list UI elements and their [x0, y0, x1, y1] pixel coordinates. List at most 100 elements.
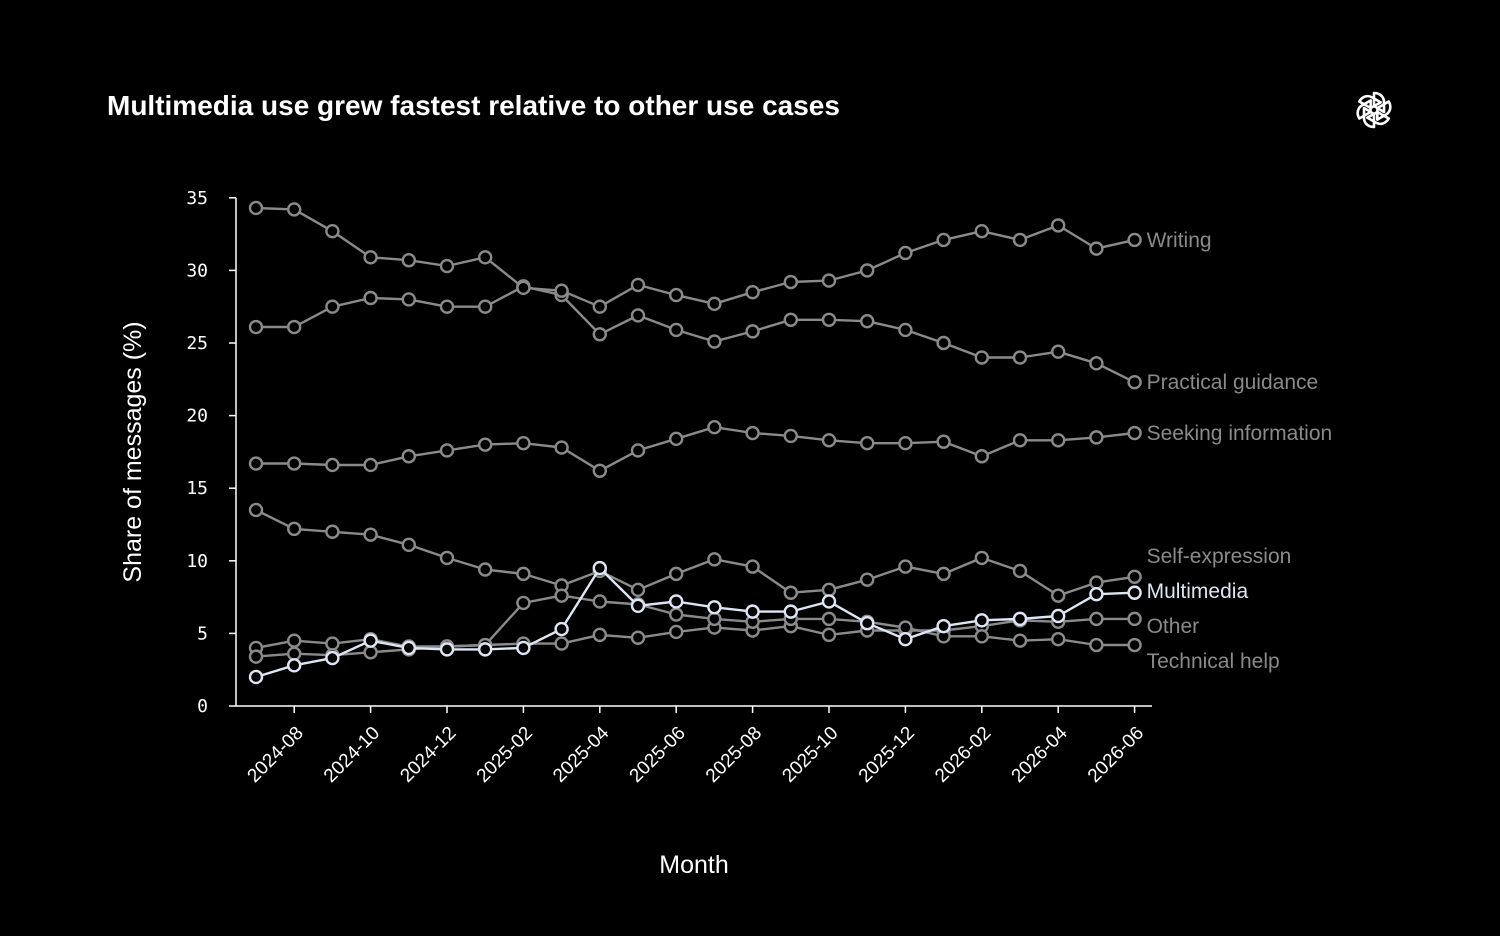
- series-label-other: Other: [1147, 615, 1200, 638]
- data-point: [936, 232, 951, 248]
- x-axis-label: Month: [659, 851, 728, 879]
- y-tick-label: 30: [186, 260, 208, 281]
- data-point: [363, 645, 378, 660]
- data-point: [363, 250, 378, 265]
- data-point: [1127, 611, 1142, 627]
- data-point: [898, 245, 913, 261]
- data-point: [783, 428, 798, 444]
- data-point: [630, 582, 646, 598]
- data-point: [363, 633, 378, 648]
- data-point: [478, 437, 493, 452]
- data-point: [554, 440, 569, 455]
- data-point: [287, 633, 302, 648]
- data-point: [516, 435, 531, 451]
- data-point: [478, 250, 493, 265]
- data-point: [592, 299, 607, 314]
- y-tick-label: 15: [186, 478, 208, 499]
- data-point: [745, 604, 760, 619]
- data-point: [1012, 563, 1028, 579]
- data-point: [401, 640, 416, 656]
- y-tick-label: 20: [186, 406, 208, 427]
- data-point: [325, 650, 340, 666]
- data-point: [936, 566, 951, 582]
- series-label-multimedia: Multimedia: [1147, 580, 1249, 603]
- data-point: [974, 550, 989, 566]
- y-tick-label: 0: [197, 696, 208, 717]
- data-point: [1050, 344, 1066, 359]
- data-point: [669, 322, 684, 338]
- data-point: [401, 449, 416, 464]
- data-point: [1050, 608, 1066, 624]
- data-point: [1050, 588, 1066, 603]
- data-point: [783, 274, 798, 290]
- series-line-practical-guidance: [256, 285, 1136, 384]
- data-point: [630, 443, 646, 458]
- data-point: [287, 319, 302, 335]
- x-tick-label: 2025-04: [549, 722, 613, 786]
- data-point: [439, 258, 455, 274]
- data-point: [1050, 632, 1066, 647]
- data-point: [1127, 425, 1142, 441]
- data-point: [974, 629, 989, 644]
- data-point: [363, 290, 378, 306]
- data-point: [974, 449, 989, 464]
- data-point: [669, 287, 684, 303]
- data-point: [669, 431, 684, 447]
- series-label-technical-help: Technical help: [1147, 650, 1280, 673]
- data-point: [821, 433, 837, 448]
- data-point: [936, 618, 951, 634]
- data-point: [707, 334, 722, 349]
- chart-title: Multimedia use grew fastest relative to …: [107, 90, 840, 121]
- data-point: [363, 527, 378, 542]
- data-point: [630, 630, 646, 645]
- data-point: [554, 283, 569, 298]
- data-point: [860, 435, 875, 451]
- data-point: [401, 537, 416, 553]
- series-practical-guidance: [248, 279, 1142, 390]
- data-point: [821, 627, 837, 643]
- data-point: [1127, 375, 1142, 390]
- data-point: [1012, 433, 1028, 448]
- x-tick-label: 2025-02: [473, 723, 537, 787]
- data-point: [669, 566, 684, 582]
- data-point: [898, 322, 913, 338]
- series-layer: [248, 200, 1142, 685]
- data-point: [401, 253, 416, 268]
- data-point: [898, 559, 913, 574]
- data-point: [860, 616, 875, 631]
- data-point: [821, 312, 837, 327]
- data-point: [898, 435, 913, 451]
- data-point: [554, 621, 569, 637]
- series-labels: Writing Practical guidance Seeking informa…: [1147, 229, 1333, 673]
- data-point: [1050, 218, 1066, 233]
- x-tick-label: 2026-06: [1084, 723, 1148, 787]
- data-point: [516, 640, 531, 656]
- data-point: [439, 299, 455, 314]
- x-tick-label: 2025-10: [778, 723, 842, 787]
- data-point: [860, 572, 875, 587]
- data-point: [1127, 637, 1142, 653]
- data-point: [363, 457, 378, 473]
- data-point: [287, 456, 302, 471]
- data-point: [1012, 633, 1028, 648]
- data-point: [1127, 569, 1142, 584]
- data-point: [898, 632, 913, 647]
- data-point: [478, 299, 493, 314]
- series-writing: [248, 200, 1142, 314]
- data-point: [248, 669, 264, 685]
- data-point: [707, 296, 722, 311]
- data-point: [401, 292, 416, 307]
- data-point: [669, 607, 684, 622]
- data-point: [1089, 241, 1104, 256]
- data-point: [745, 425, 760, 441]
- data-point: [745, 284, 760, 300]
- x-tick-label: 2024-10: [320, 723, 384, 787]
- y-tick-label: 35: [186, 188, 208, 209]
- series-label-seeking-information: Seeking information: [1147, 422, 1333, 445]
- data-point: [974, 350, 989, 365]
- data-point: [325, 299, 340, 314]
- data-point: [821, 582, 837, 598]
- data-point: [516, 280, 531, 296]
- data-point: [745, 559, 760, 574]
- data-point: [248, 200, 264, 216]
